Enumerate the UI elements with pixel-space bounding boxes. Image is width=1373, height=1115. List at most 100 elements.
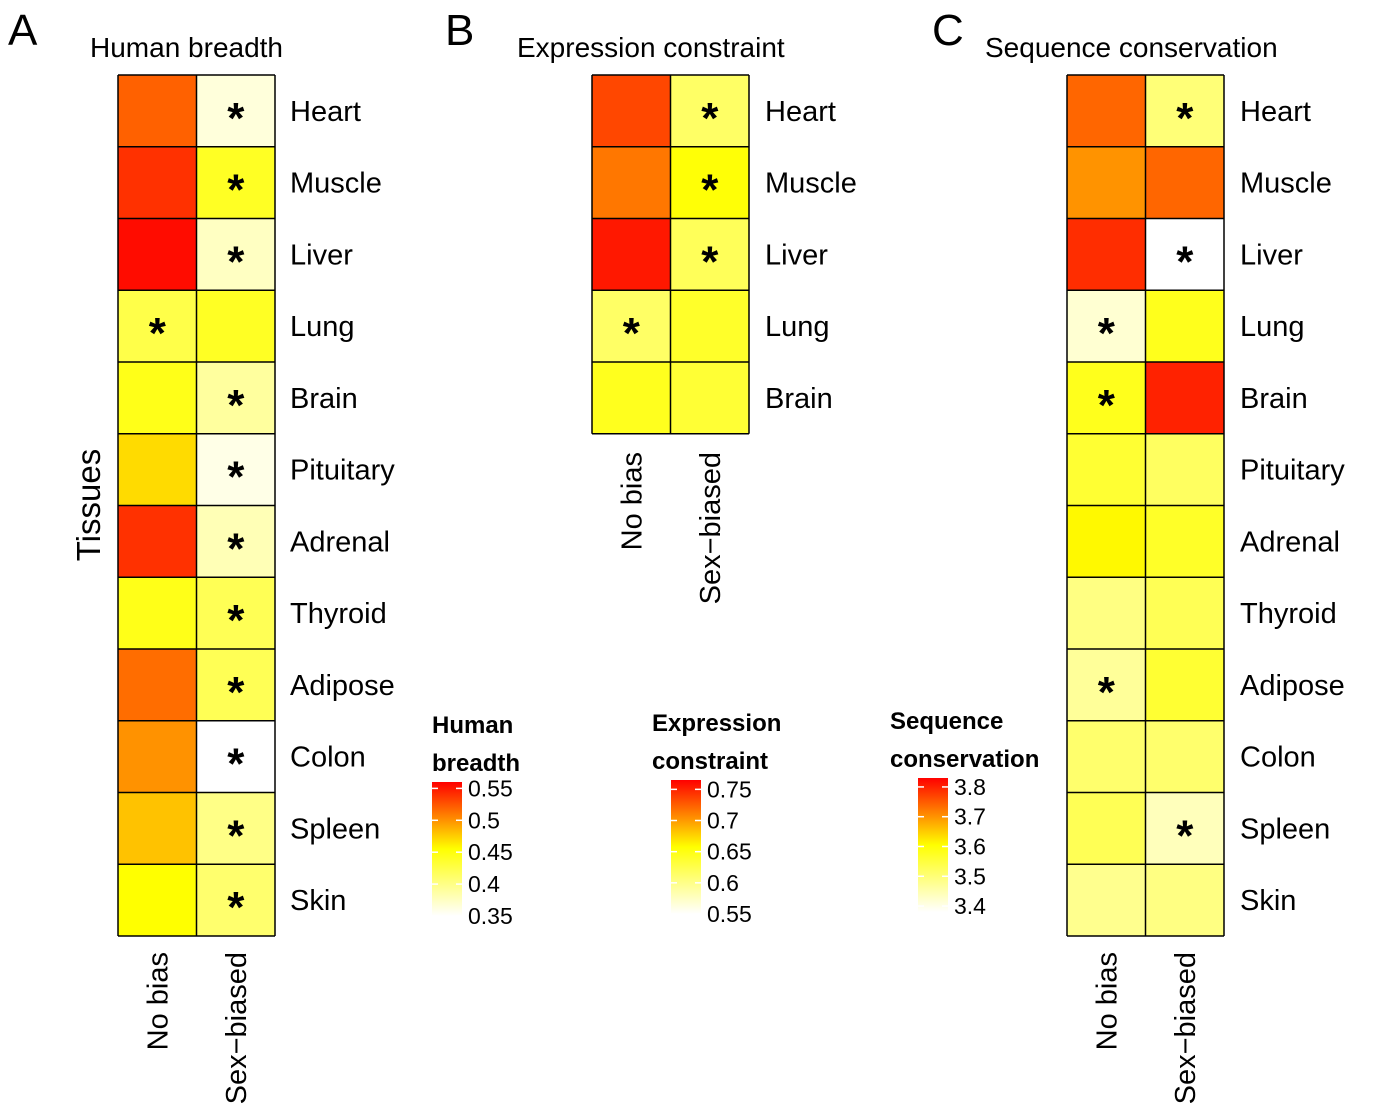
row-label-adipose: Adipose bbox=[1240, 670, 1345, 702]
heatmap-cell bbox=[118, 505, 197, 578]
heatmap-cell bbox=[1145, 433, 1224, 506]
significance-star: * bbox=[1098, 309, 1116, 358]
heatmap-cell bbox=[196, 649, 275, 721]
row-label-adipose: Adipose bbox=[290, 670, 395, 702]
legend-tick-label: 0.75 bbox=[707, 776, 752, 802]
significance-star: * bbox=[227, 94, 245, 143]
heatmap-cell bbox=[592, 218, 671, 291]
heatmap-cell bbox=[118, 362, 197, 434]
heatmap-cell bbox=[1067, 649, 1146, 721]
heatmap-cell bbox=[118, 146, 197, 219]
row-label-brain: Brain bbox=[765, 383, 833, 415]
heatmap-cell bbox=[118, 720, 197, 793]
row-label-colon: Colon bbox=[290, 742, 366, 774]
legend-title: Human bbox=[432, 712, 513, 739]
legend-title: constraint bbox=[652, 748, 768, 775]
row-label-brain: Brain bbox=[1240, 383, 1308, 415]
significance-star: * bbox=[227, 166, 245, 215]
legend-title: Expression bbox=[652, 710, 781, 737]
heatmap-cell bbox=[196, 505, 275, 578]
heatmap-cell bbox=[1067, 505, 1146, 578]
row-label-heart: Heart bbox=[1240, 96, 1311, 128]
panel-a: A Human breadth Tissues * * * * * * * * * * * * Heart Mu… bbox=[8, 6, 395, 1104]
row-label-pituitary: Pituitary bbox=[1240, 455, 1345, 487]
row-label-thyroid: Thyroid bbox=[290, 598, 387, 630]
heatmap-cell bbox=[1145, 720, 1224, 793]
panel-b: B Expression constraint * * * * Heart Muscle Liv… bbox=[445, 6, 857, 604]
row-label-adrenal: Adrenal bbox=[1240, 526, 1340, 558]
significance-star: * bbox=[149, 309, 167, 358]
legend-tick-label: 3.7 bbox=[954, 804, 986, 830]
heatmap-cell bbox=[196, 75, 275, 147]
row-label-lung: Lung bbox=[290, 311, 355, 343]
legend-tick-label: 0.55 bbox=[468, 775, 513, 801]
heatmap-cell bbox=[196, 792, 275, 865]
legend-tick-label: 0.45 bbox=[468, 839, 513, 865]
row-label-heart: Heart bbox=[765, 96, 836, 128]
heatmap-cell bbox=[118, 218, 197, 291]
significance-star: * bbox=[227, 811, 245, 860]
row-label-liver: Liver bbox=[290, 239, 353, 271]
significance-star: * bbox=[701, 237, 719, 286]
legend-tick-label: 0.5 bbox=[468, 807, 500, 833]
heatmap-cell bbox=[1067, 75, 1146, 147]
row-label-thyroid: Thyroid bbox=[1240, 598, 1337, 630]
legend-tick-label: 0.65 bbox=[707, 839, 752, 865]
significance-star: * bbox=[1098, 381, 1116, 430]
row-label-brain: Brain bbox=[290, 383, 358, 415]
significance-star: * bbox=[623, 309, 641, 358]
legend-title: Sequence bbox=[890, 708, 1003, 735]
heatmap-cell bbox=[196, 577, 275, 649]
y-axis-label: Tissues bbox=[70, 449, 107, 561]
heatmap-cell bbox=[1145, 146, 1224, 219]
legend-tick-label: 3.5 bbox=[954, 863, 986, 889]
heatmap-cell bbox=[670, 362, 749, 434]
significance-star: * bbox=[227, 381, 245, 430]
significance-star: * bbox=[701, 94, 719, 143]
significance-star: * bbox=[227, 883, 245, 932]
panel-letter: C bbox=[932, 6, 964, 55]
legend-tick-label: 3.8 bbox=[954, 774, 986, 800]
heatmap-cell bbox=[1145, 505, 1224, 578]
legend-title: conservation bbox=[890, 746, 1039, 773]
panel-title: Sequence conservation bbox=[985, 32, 1278, 63]
row-label-colon: Colon bbox=[1240, 742, 1316, 774]
row-label-pituitary: Pituitary bbox=[290, 455, 395, 487]
significance-star: * bbox=[227, 524, 245, 573]
legend-tick-label: 0.7 bbox=[707, 808, 739, 834]
heatmap-cell bbox=[1145, 290, 1224, 362]
panel-letter: A bbox=[8, 6, 38, 55]
row-label-skin: Skin bbox=[290, 885, 346, 917]
heatmap-cell bbox=[1145, 577, 1224, 649]
row-label-spleen: Spleen bbox=[290, 813, 380, 845]
legend-tick-label: 0.4 bbox=[468, 871, 500, 897]
significance-star: * bbox=[227, 596, 245, 645]
heatmap-cell bbox=[670, 290, 749, 362]
heatmap-cell bbox=[196, 146, 275, 219]
legend-tick-label: 0.35 bbox=[468, 903, 513, 929]
heatmap-cell bbox=[1067, 146, 1146, 219]
heatmap-cell bbox=[592, 290, 671, 362]
heatmap-cell bbox=[1067, 792, 1146, 865]
heatmap-cell bbox=[1067, 290, 1146, 362]
heatmap-cell bbox=[118, 433, 197, 506]
legend-colorbar bbox=[432, 782, 462, 916]
row-label-liver: Liver bbox=[1240, 239, 1303, 271]
row-label-muscle: Muscle bbox=[765, 168, 857, 200]
heatmap-cell bbox=[118, 290, 197, 362]
legend-tick-label: 0.6 bbox=[707, 870, 739, 896]
legend-tick-label: 0.55 bbox=[707, 901, 752, 927]
panel-title: Expression constraint bbox=[517, 32, 785, 63]
heatmap-cell bbox=[118, 792, 197, 865]
column-label: No bias bbox=[616, 452, 648, 550]
row-label-spleen: Spleen bbox=[1240, 813, 1330, 845]
row-label-lung: Lung bbox=[1240, 311, 1305, 343]
legend-tick-label: 3.6 bbox=[954, 833, 986, 859]
heatmap-cell bbox=[670, 75, 749, 147]
heatmap-cell bbox=[196, 864, 275, 936]
heatmap-cell bbox=[1145, 792, 1224, 865]
row-label-muscle: Muscle bbox=[290, 168, 382, 200]
heatmap-cell bbox=[670, 146, 749, 219]
